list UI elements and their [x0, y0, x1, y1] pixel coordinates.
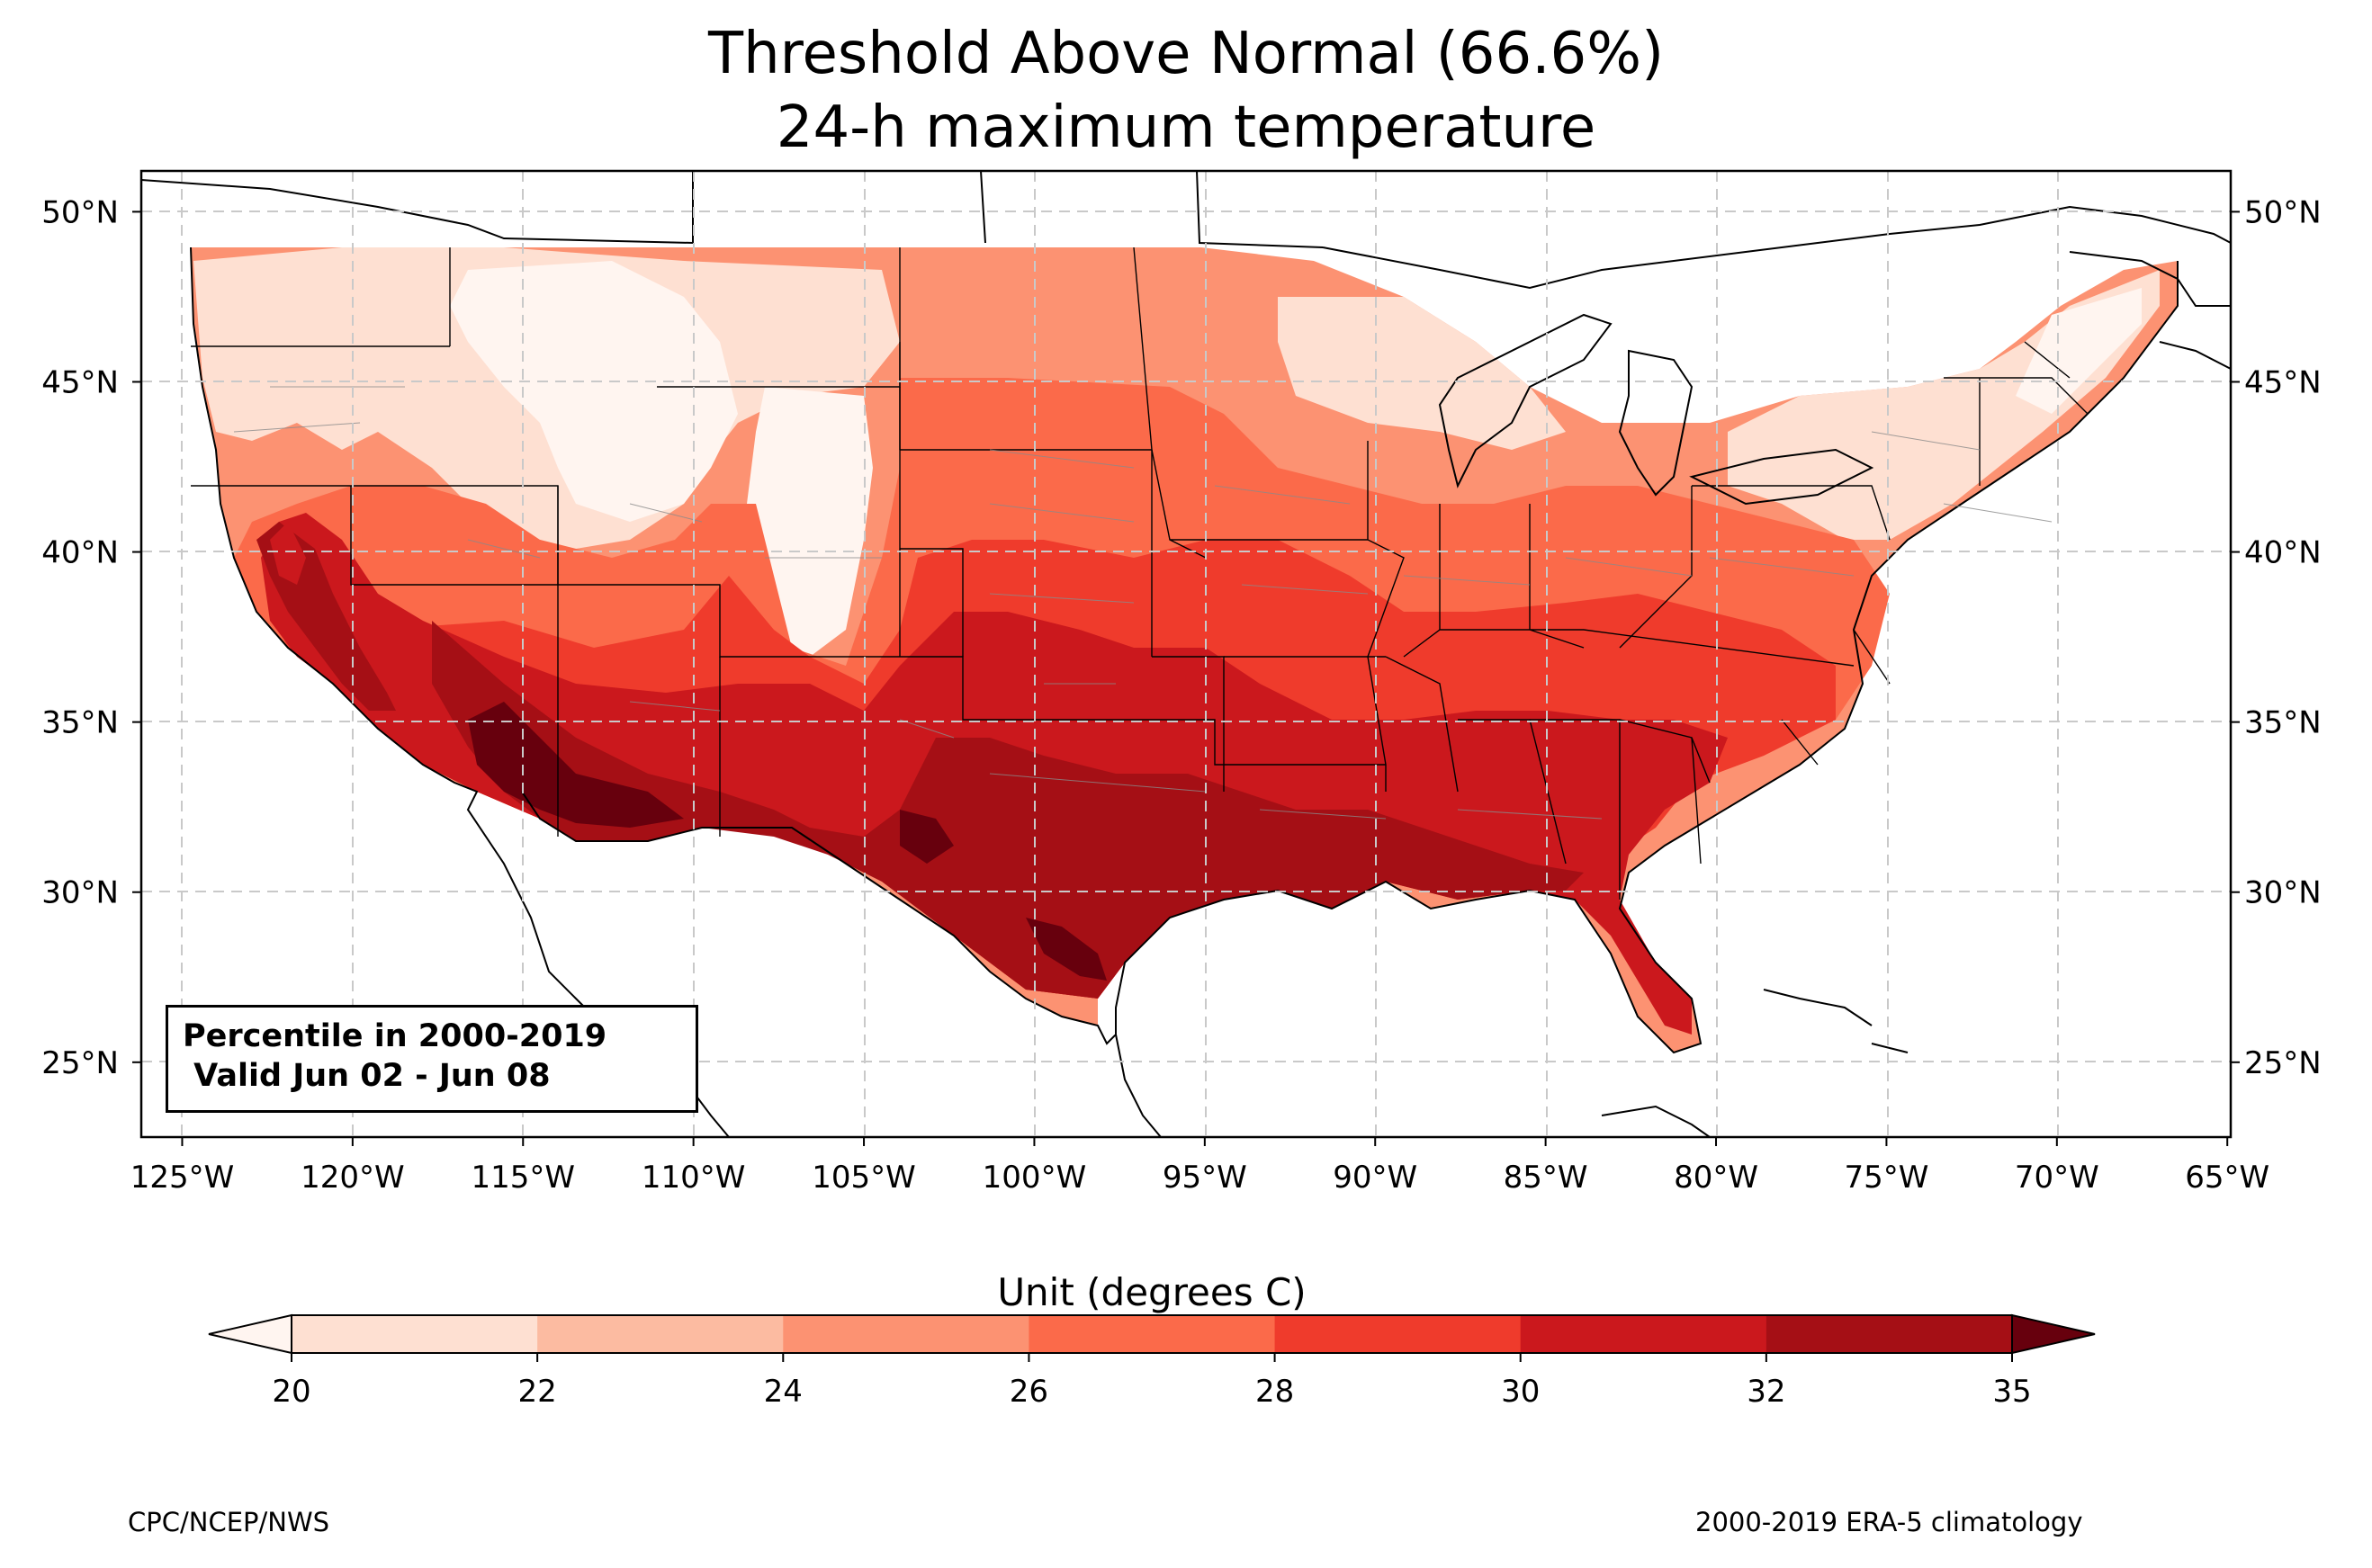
lon-label: 85°W: [1504, 1160, 1588, 1196]
colorbar: 20 22 24 26 28 30 32 35: [208, 1313, 2096, 1410]
colorbar-segment: [1274, 1315, 1522, 1353]
lon-label: 95°W: [1163, 1160, 1247, 1196]
colorbar-segment: [1029, 1315, 1276, 1353]
lat-label-left: 40°N: [41, 535, 119, 571]
lat-label-right: 35°N: [2244, 705, 2322, 741]
lat-label-right: 50°N: [2244, 194, 2322, 230]
lon-label: 65°W: [2185, 1160, 2269, 1196]
colorbar-frame: [291, 1314, 2013, 1354]
info-box: Percentile in 2000-2019 Valid Jun 02 - J…: [166, 1005, 698, 1113]
colorbar-segment: [537, 1315, 784, 1353]
colorbar-tick-label: 28: [1255, 1374, 1294, 1410]
colorbar-label: Unit (degrees C): [997, 1270, 1307, 1314]
info-box-line2: Valid Jun 02 - Jun 08: [183, 1058, 551, 1094]
footer-source: CPC/NCEP/NWS: [128, 1507, 330, 1537]
colorbar-tick-label: 32: [1747, 1374, 1785, 1410]
lat-label-right: 40°N: [2244, 535, 2322, 571]
info-box-line1: Percentile in 2000-2019: [183, 1018, 607, 1054]
longitude-labels: 125°W 120°W 115°W 110°W 105°W 100°W 95°W 90°W 85…: [130, 1137, 2269, 1196]
colorbar-under-arrow: [208, 1313, 292, 1355]
lat-label-left: 50°N: [41, 194, 119, 230]
lat-label-right: 45°N: [2244, 364, 2322, 400]
colorbar-tick-label: 35: [1992, 1374, 2031, 1410]
colorbar-over-arrow: [2011, 1313, 2096, 1355]
lat-label-left: 30°N: [41, 875, 119, 911]
lon-label: 75°W: [1844, 1160, 1928, 1196]
lon-label: 105°W: [812, 1160, 916, 1196]
lon-label: 90°W: [1333, 1160, 1417, 1196]
lon-label: 100°W: [983, 1160, 1087, 1196]
lon-label: 70°W: [2015, 1160, 2099, 1196]
colorbar-tick-label: 30: [1501, 1374, 1540, 1410]
footer-climatology: 2000-2019 ERA-5 climatology: [1695, 1507, 2083, 1537]
lon-label: 115°W: [471, 1160, 575, 1196]
colorbar-tick-label: 20: [272, 1374, 310, 1410]
lon-label: 80°W: [1674, 1160, 1758, 1196]
lat-label-right: 25°N: [2244, 1045, 2322, 1081]
colorbar-tick-label: 26: [1010, 1374, 1048, 1410]
colorbar-tick-label: 22: [518, 1374, 557, 1410]
temperature-shading: [191, 247, 2178, 1053]
map-subtitle: 24-h maximum temperature: [776, 94, 1596, 161]
county-lines: [233, 386, 2053, 820]
latitude-labels-left: 50°N 45°N 40°N 35°N 30°N 25°N: [41, 194, 141, 1081]
colorbar-segment: [783, 1315, 1029, 1353]
colorbar-segment: [1520, 1315, 1767, 1353]
lon-label: 110°W: [642, 1160, 746, 1196]
lat-label-left: 35°N: [41, 705, 119, 741]
lon-label: 120°W: [301, 1160, 405, 1196]
lon-label: 125°W: [130, 1160, 235, 1196]
latitude-labels-right: 50°N 45°N 40°N 35°N 30°N 25°N: [2231, 194, 2322, 1081]
lat-label-left: 25°N: [41, 1045, 119, 1081]
map-frame: [139, 169, 2233, 1139]
lat-label-right: 30°N: [2244, 875, 2322, 911]
colorbar-segment: [292, 1315, 538, 1353]
colorbar-segment: [1766, 1315, 2013, 1353]
lat-label-left: 45°N: [41, 364, 119, 400]
map-title: Threshold Above Normal (66.6%): [707, 21, 1665, 87]
colorbar-tick-label: 24: [764, 1374, 803, 1410]
